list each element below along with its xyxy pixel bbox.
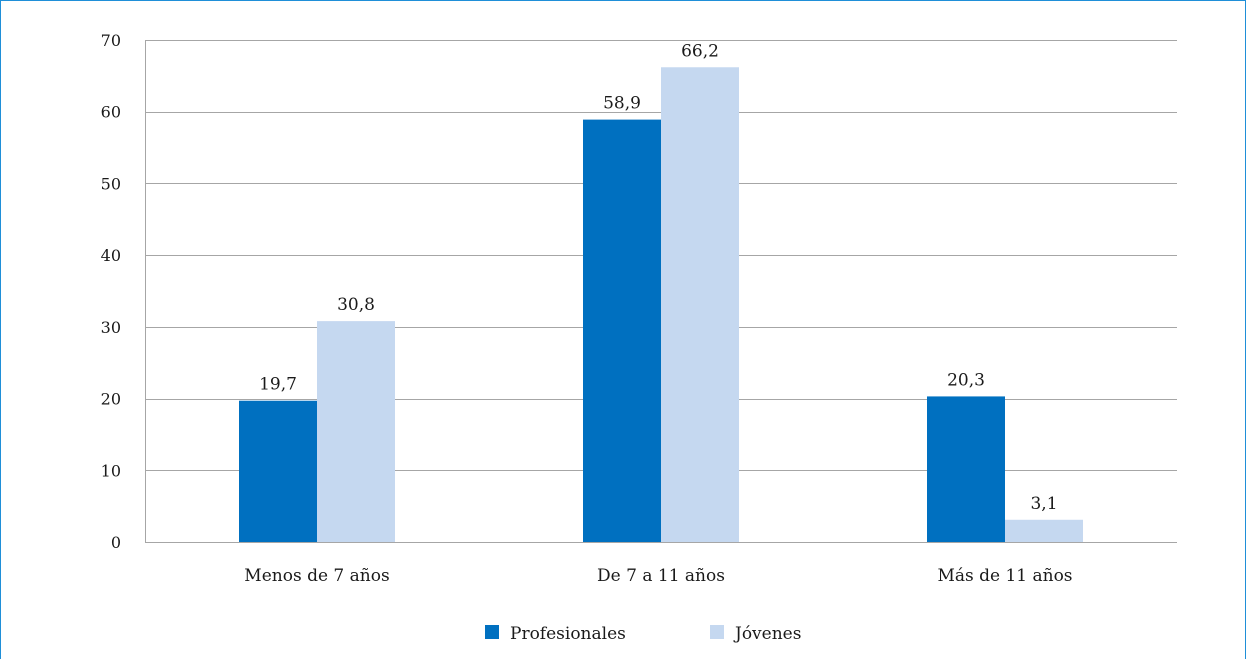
data-label: 20,3 (947, 370, 985, 390)
y-tick-label: 40 (101, 246, 121, 265)
bars (239, 67, 1083, 543)
bar-profesionales (927, 396, 1005, 542)
bar-jovenes (661, 67, 739, 542)
category-labels: Menos de 7 años De 7 a 11 años Más de 11 a… (244, 566, 1072, 586)
x-category-label: Más de 11 años (937, 566, 1072, 586)
y-tick-label: 70 (101, 31, 121, 50)
bar-jovenes (1005, 519, 1083, 542)
y-tick-label: 20 (101, 390, 121, 409)
legend-swatch (710, 625, 724, 639)
legend: Profesionales Jóvenes (485, 624, 801, 644)
y-tick-label: 60 (101, 103, 121, 122)
data-label: 30,8 (337, 295, 375, 315)
data-label: 19,7 (259, 375, 297, 395)
legend-label: Jóvenes (733, 624, 801, 644)
legend-swatch (485, 625, 499, 639)
y-tick-label: 10 (101, 461, 121, 480)
y-tick-label: 50 (101, 174, 121, 193)
legend-label: Profesionales (510, 624, 626, 644)
legend-item-jovenes: Jóvenes (710, 624, 801, 644)
x-category-label: Menos de 7 años (244, 566, 389, 586)
y-tick-label: 0 (111, 533, 121, 552)
y-tick-label: 30 (101, 318, 121, 337)
bar-profesionales (583, 119, 661, 543)
bar-jovenes (317, 321, 395, 542)
data-label: 66,2 (681, 41, 719, 61)
data-label: 3,1 (1030, 494, 1057, 514)
y-axis-ticks: 0 10 20 30 40 50 60 70 (101, 31, 121, 552)
x-category-label: De 7 a 11 años (597, 566, 725, 586)
bar-profesionales (239, 400, 317, 542)
data-label: 58,9 (603, 94, 641, 114)
legend-item-profesionales: Profesionales (485, 624, 626, 644)
data-labels: 19,7 30,8 58,9 66,2 20,3 3,1 (259, 41, 1057, 514)
